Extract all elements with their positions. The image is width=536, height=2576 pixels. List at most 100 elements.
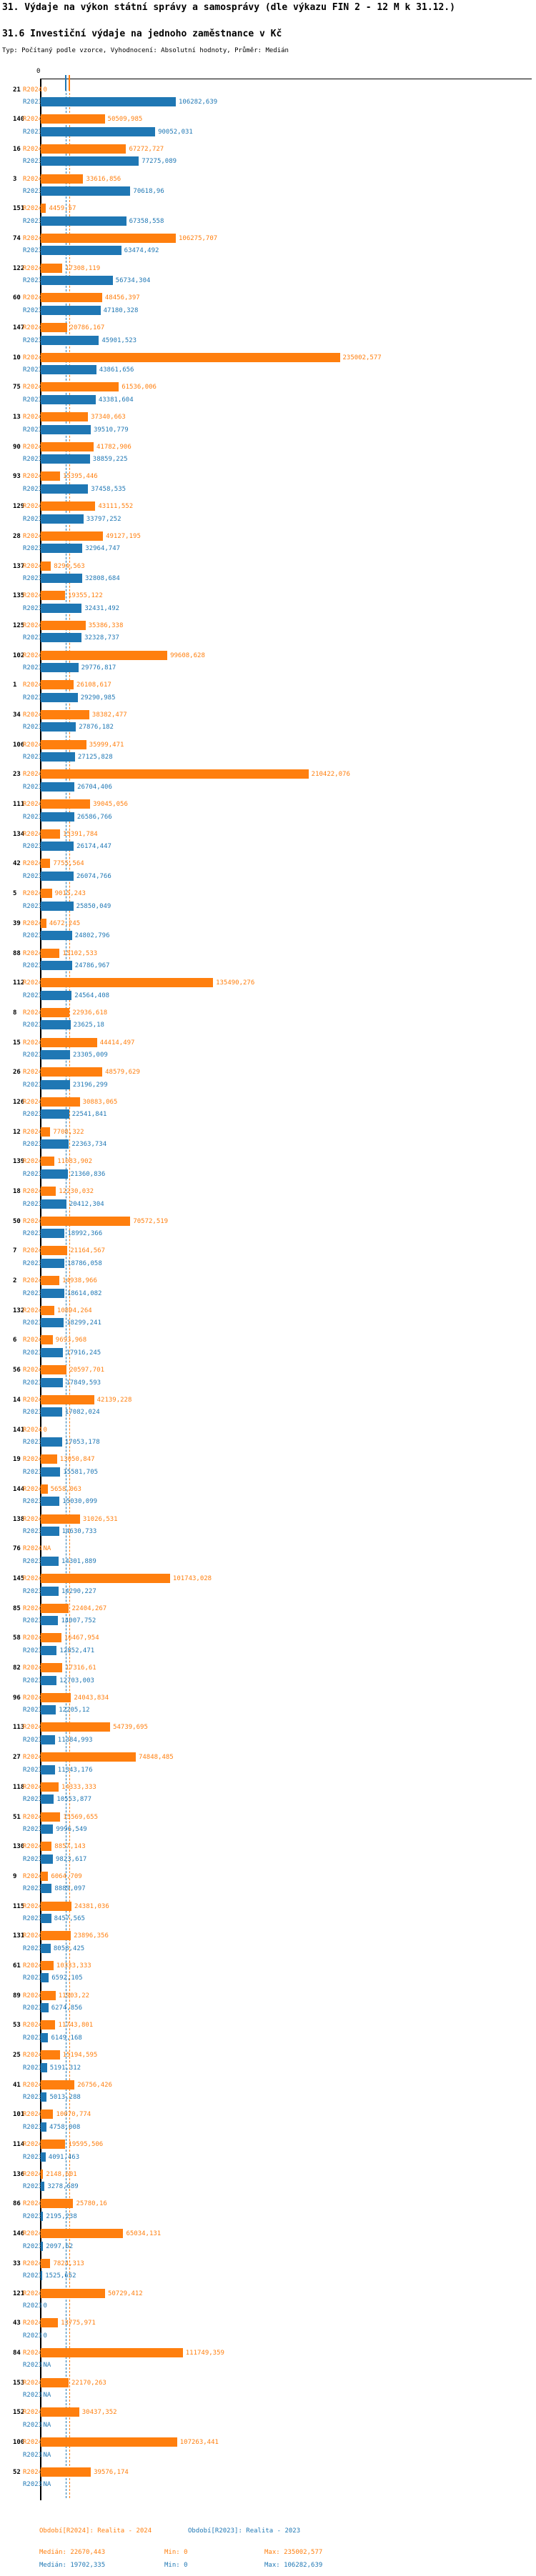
series-label-r2024: R2024 bbox=[23, 1783, 43, 1791]
value-label-r2024: 49127,195 bbox=[106, 532, 141, 540]
series-label-r2023: R2023 bbox=[23, 1022, 43, 1029]
bar-r2024 bbox=[40, 174, 84, 184]
series-label-r2024: R2024 bbox=[23, 264, 43, 272]
row-id-label: 145 bbox=[13, 1575, 25, 1582]
bar-r2023 bbox=[40, 1497, 60, 1507]
row-id-label: 144 bbox=[13, 1485, 25, 1493]
value-label-r2023: 6149,168 bbox=[51, 2034, 82, 2042]
bar-r2024 bbox=[40, 2199, 74, 2209]
series-label-r2023: R2023 bbox=[23, 1647, 43, 1654]
value-label-r2024: 35386,338 bbox=[88, 621, 124, 629]
series-label-r2024: R2024 bbox=[23, 562, 43, 570]
value-label-r2023: 32964,747 bbox=[85, 545, 121, 553]
row-id-label: 19 bbox=[13, 1456, 21, 1464]
row-id-label: 115 bbox=[13, 1902, 25, 1910]
series-label-r2023: R2023 bbox=[23, 2005, 43, 2012]
series-label-r2023: R2023 bbox=[23, 1259, 43, 1267]
bar-r2023 bbox=[40, 782, 75, 792]
value-label-r2023: 10553,877 bbox=[56, 1796, 92, 1804]
series-label-r2024: R2024 bbox=[23, 1009, 43, 1017]
value-label-r2024: 19595,506 bbox=[68, 2141, 104, 2149]
series-label-r2024: R2024 bbox=[23, 949, 43, 957]
bar-r2023 bbox=[40, 931, 72, 941]
series-label-r2024: R2024 bbox=[23, 1128, 43, 1136]
row-id-label: 39 bbox=[13, 919, 21, 927]
series-label-r2023: R2023 bbox=[23, 1528, 43, 1536]
bar-r2023 bbox=[40, 2032, 49, 2042]
value-label-r2024: 41782,906 bbox=[96, 443, 131, 451]
bar-r2024 bbox=[40, 591, 65, 601]
row-id-label: 14 bbox=[13, 1396, 21, 1404]
value-label-r2023: 22363,734 bbox=[71, 1141, 107, 1149]
series-label-r2023: R2023 bbox=[23, 1587, 43, 1595]
value-label-r2024: 7824,313 bbox=[53, 2260, 84, 2267]
row-id-label: 2 bbox=[13, 1277, 17, 1285]
series-label-r2024: R2024 bbox=[23, 2320, 43, 2327]
row-id-label: 5 bbox=[13, 890, 17, 898]
series-label-r2023: R2023 bbox=[23, 1826, 43, 1834]
legend-period-2023: Období[R2023]: Realita - 2023 bbox=[188, 2527, 301, 2535]
bar-r2024 bbox=[40, 2110, 54, 2120]
series-label-r2023: R2023 bbox=[23, 1319, 43, 1327]
bar-r2023 bbox=[40, 1437, 62, 1447]
bar-r2024 bbox=[40, 978, 214, 988]
value-label-r2024: 6064,709 bbox=[51, 1872, 82, 1880]
series-label-r2024: R2024 bbox=[23, 1515, 43, 1523]
series-label-r2024: R2024 bbox=[23, 1843, 43, 1851]
series-label-r2024: R2024 bbox=[23, 621, 43, 629]
value-label-r2024: 22170,263 bbox=[71, 2379, 106, 2387]
value-label-r2023: 38859,225 bbox=[92, 456, 128, 464]
row-id-label: 96 bbox=[13, 1694, 21, 1702]
series-label-r2023: R2023 bbox=[23, 1141, 43, 1149]
value-label-r2024: 25780,16 bbox=[76, 2200, 107, 2208]
row-id-label: 16 bbox=[13, 145, 21, 153]
series-label-r2024: R2024 bbox=[23, 2200, 43, 2208]
bar-chart-plot-area: 21 R2024 0 R2023 106282,639 140 R2024 50509,985… bbox=[13, 86, 382, 2489]
bar-r2024 bbox=[40, 352, 340, 362]
value-label-r2023: 4091,463 bbox=[48, 2153, 80, 2161]
row-id-label: 93 bbox=[13, 473, 21, 481]
value-label-r2024: 9693,968 bbox=[55, 1337, 87, 1344]
bar-r2023 bbox=[40, 1169, 68, 1179]
series-label-r2024: R2024 bbox=[23, 2290, 43, 2297]
value-label-r2023: 37458,535 bbox=[91, 485, 126, 493]
row-id-label: 136 bbox=[13, 2170, 25, 2178]
series-label-r2023: R2023 bbox=[23, 813, 43, 821]
value-label-r2023: 0 bbox=[43, 2332, 47, 2340]
bar-r2023 bbox=[40, 2092, 47, 2102]
value-label-r2024: 44414,497 bbox=[99, 1039, 135, 1047]
row-id-label: 100 bbox=[13, 2439, 25, 2446]
bar-r2024 bbox=[40, 1037, 97, 1047]
value-label-r2024: 2148,601 bbox=[46, 2170, 77, 2178]
value-label-r2024: 235002,577 bbox=[342, 354, 382, 361]
series-label-r2023: R2023 bbox=[23, 843, 43, 851]
series-label-r2024: R2024 bbox=[23, 2379, 43, 2387]
series-label-r2024: R2024 bbox=[23, 2468, 43, 2476]
series-label-r2023: R2023 bbox=[23, 2212, 43, 2220]
series-label-r2023: R2023 bbox=[23, 575, 43, 583]
value-label-r2023: 12852,471 bbox=[59, 1647, 95, 1654]
bar-r2023 bbox=[40, 871, 74, 881]
series-label-r2024: R2024 bbox=[23, 1992, 43, 2000]
bar-r2023 bbox=[40, 1914, 51, 1924]
value-label-r2024: 48456,397 bbox=[104, 294, 140, 302]
bar-r2023 bbox=[40, 633, 82, 643]
series-label-r2023: R2023 bbox=[23, 664, 43, 672]
row-id-label: 52 bbox=[13, 2468, 21, 2476]
series-label-r2023: R2023 bbox=[23, 1468, 43, 1476]
row-id-label: 8 bbox=[13, 1009, 17, 1017]
series-label-r2024: R2024 bbox=[23, 1426, 43, 1434]
bar-r2024 bbox=[40, 829, 60, 839]
series-label-r2024: R2024 bbox=[23, 2439, 43, 2446]
legend-period-2024: Období[R2024]: Realita - 2024 bbox=[39, 2527, 152, 2535]
bar-r2024 bbox=[40, 2020, 56, 2030]
series-label-r2023: R2023 bbox=[23, 754, 43, 762]
bar-r2024 bbox=[40, 114, 105, 124]
value-label-r2023: 6592,105 bbox=[51, 1975, 83, 1982]
value-label-r2024: 20597,701 bbox=[69, 1367, 104, 1374]
bar-r2024 bbox=[40, 204, 46, 214]
chart-type-line: Typ: Počítaný podle vzorce, Vyhodnocení:… bbox=[2, 47, 289, 54]
value-label-r2024: 10333,333 bbox=[56, 1962, 91, 1970]
bar-r2024 bbox=[40, 1633, 61, 1643]
series-label-r2023: R2023 bbox=[23, 1439, 43, 1447]
